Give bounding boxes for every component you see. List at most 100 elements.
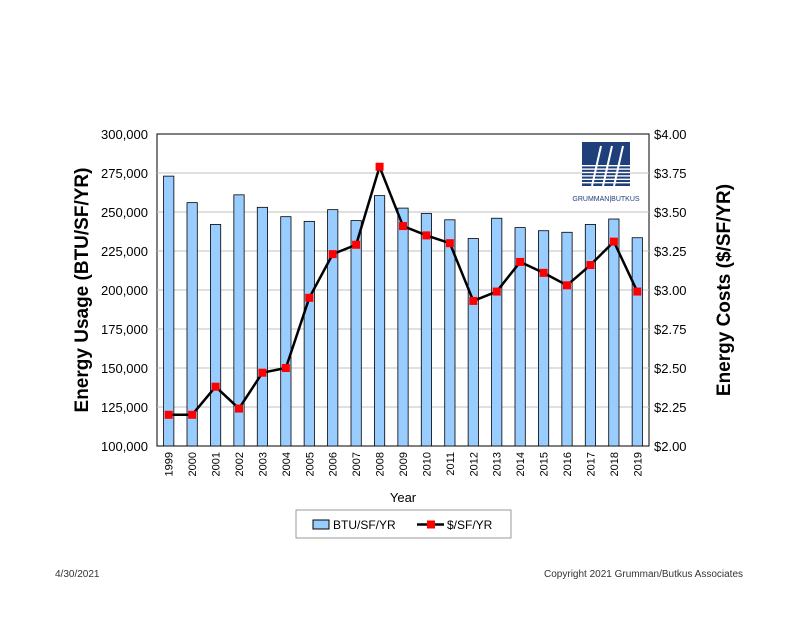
bar-btu <box>514 227 526 447</box>
bar-btu <box>327 209 339 447</box>
bar-btu <box>467 238 479 447</box>
right-tick-label: $2.00 <box>654 439 687 454</box>
bar-btu <box>374 195 386 447</box>
right-axis-ticks: $4.00 $3.75 $3.50 $3.25 $3.00 $2.75 $2.50 $2.25… <box>654 127 687 454</box>
left-tick-label: 200,000 <box>101 283 148 298</box>
bar-btu <box>561 231 573 447</box>
legend-swatch-btu <box>312 519 330 530</box>
x-tick-label: 2004 <box>281 452 293 476</box>
bar-btu <box>350 220 362 447</box>
cost-marker <box>258 368 267 377</box>
cost-marker <box>516 257 525 266</box>
x-tick-label: 2000 <box>187 452 199 476</box>
x-tick-label: 2011 <box>445 452 457 476</box>
left-tick-label: 300,000 <box>101 127 148 142</box>
cost-marker <box>375 162 384 171</box>
left-tick-label: 250,000 <box>101 205 148 220</box>
bar-btu <box>256 206 268 447</box>
cost-marker <box>281 364 290 372</box>
left-tick-label: 100,000 <box>101 439 148 454</box>
x-tick-label: 2003 <box>257 452 269 476</box>
cost-marker <box>211 382 220 391</box>
right-tick-label: $3.75 <box>654 166 687 181</box>
left-axis-title: Energy Usage (BTU/SF/YR) <box>72 168 93 413</box>
legend-swatch-cost-marker <box>427 520 435 529</box>
logo-slash <box>602 145 613 187</box>
cost-marker <box>235 404 243 413</box>
x-tick-label: 2001 <box>211 452 223 476</box>
x-tick-label: 2010 <box>421 452 433 476</box>
right-tick-label: $3.00 <box>654 283 687 298</box>
logo-slash <box>591 145 602 187</box>
bar-btu <box>397 207 409 447</box>
x-tick-label: 2007 <box>351 452 363 476</box>
right-tick-label: $2.50 <box>654 361 687 376</box>
logo-stripe <box>582 178 630 180</box>
logo-stripe <box>582 182 630 184</box>
footer-date: 4/30/2021 <box>55 569 100 580</box>
cost-marker <box>586 261 595 270</box>
logo-stripe <box>582 165 630 167</box>
x-tick-label: 2008 <box>375 452 387 476</box>
bar-btu <box>444 219 456 447</box>
cost-marker <box>563 281 571 290</box>
right-tick-label: $3.50 <box>654 205 687 220</box>
legend: BTU/SF/YR $/SF/YR <box>295 509 512 539</box>
right-axis-title: Energy Costs ($/SF/YR) <box>714 184 735 396</box>
cost-marker <box>539 268 548 277</box>
x-axis-ticks: 1999 2000 2001 2002 2003 2004 2005 2006 2007 2008… <box>164 452 645 476</box>
bar-btu <box>303 220 315 447</box>
left-tick-label: 225,000 <box>101 244 148 259</box>
x-tick-label: 2013 <box>492 452 504 476</box>
right-tick-label: $4.00 <box>654 127 687 142</box>
x-tick-label: 2002 <box>234 452 246 476</box>
bar-btu <box>538 230 550 447</box>
x-tick-label: 2019 <box>632 452 644 476</box>
left-axis-ticks: 300,000 275,000 250,000 225,000 200,000 175,0… <box>101 127 148 454</box>
left-tick-label: 150,000 <box>101 361 148 376</box>
bar-btu <box>210 224 222 447</box>
bar-btu <box>631 237 643 447</box>
bar-btu <box>186 202 198 447</box>
x-tick-label: 2015 <box>539 452 551 476</box>
x-tick-label: 2009 <box>398 452 410 476</box>
cost-marker <box>609 237 618 246</box>
cost-marker <box>352 240 361 249</box>
cost-marker <box>422 231 431 240</box>
left-tick-label: 125,000 <box>101 400 148 415</box>
right-tick-label: $2.75 <box>654 322 687 337</box>
right-tick-label: $3.25 <box>654 244 687 259</box>
x-tick-label: 2005 <box>304 452 316 476</box>
logo-text: GRUMMAN|BUTKUS <box>572 196 639 203</box>
left-tick-label: 275,000 <box>101 166 148 181</box>
x-tick-label: 2014 <box>515 452 527 476</box>
bar-btu <box>608 218 620 447</box>
bar-btu <box>163 175 175 447</box>
legend-label-btu: BTU/SF/YR <box>333 518 396 532</box>
cost-marker <box>328 250 337 259</box>
cost-marker <box>633 287 642 296</box>
x-tick-label: 2016 <box>562 452 574 476</box>
cost-marker <box>445 239 454 248</box>
cost-marker <box>164 410 173 419</box>
legend-box <box>295 509 512 539</box>
bar-series <box>163 175 643 447</box>
bar-btu <box>233 194 245 447</box>
right-tick-label: $2.25 <box>654 400 687 415</box>
left-tick-label: 175,000 <box>101 322 148 337</box>
bar-btu <box>280 216 292 447</box>
cost-marker <box>305 293 314 302</box>
logo-slash <box>613 145 624 187</box>
cost-marker <box>188 410 197 419</box>
logo-stripes <box>582 145 630 187</box>
x-tick-label: 2006 <box>328 452 340 476</box>
footer-copyright: Copyright 2021 Grumman/Butkus Associates <box>544 569 743 580</box>
x-axis-title: Year <box>390 490 417 505</box>
cost-marker <box>469 296 478 305</box>
company-logo: GRUMMAN|BUTKUS <box>572 142 640 203</box>
cost-marker <box>492 287 501 296</box>
x-tick-label: 2017 <box>585 452 597 476</box>
x-tick-label: 1999 <box>164 452 176 476</box>
bar-btu <box>420 213 432 447</box>
